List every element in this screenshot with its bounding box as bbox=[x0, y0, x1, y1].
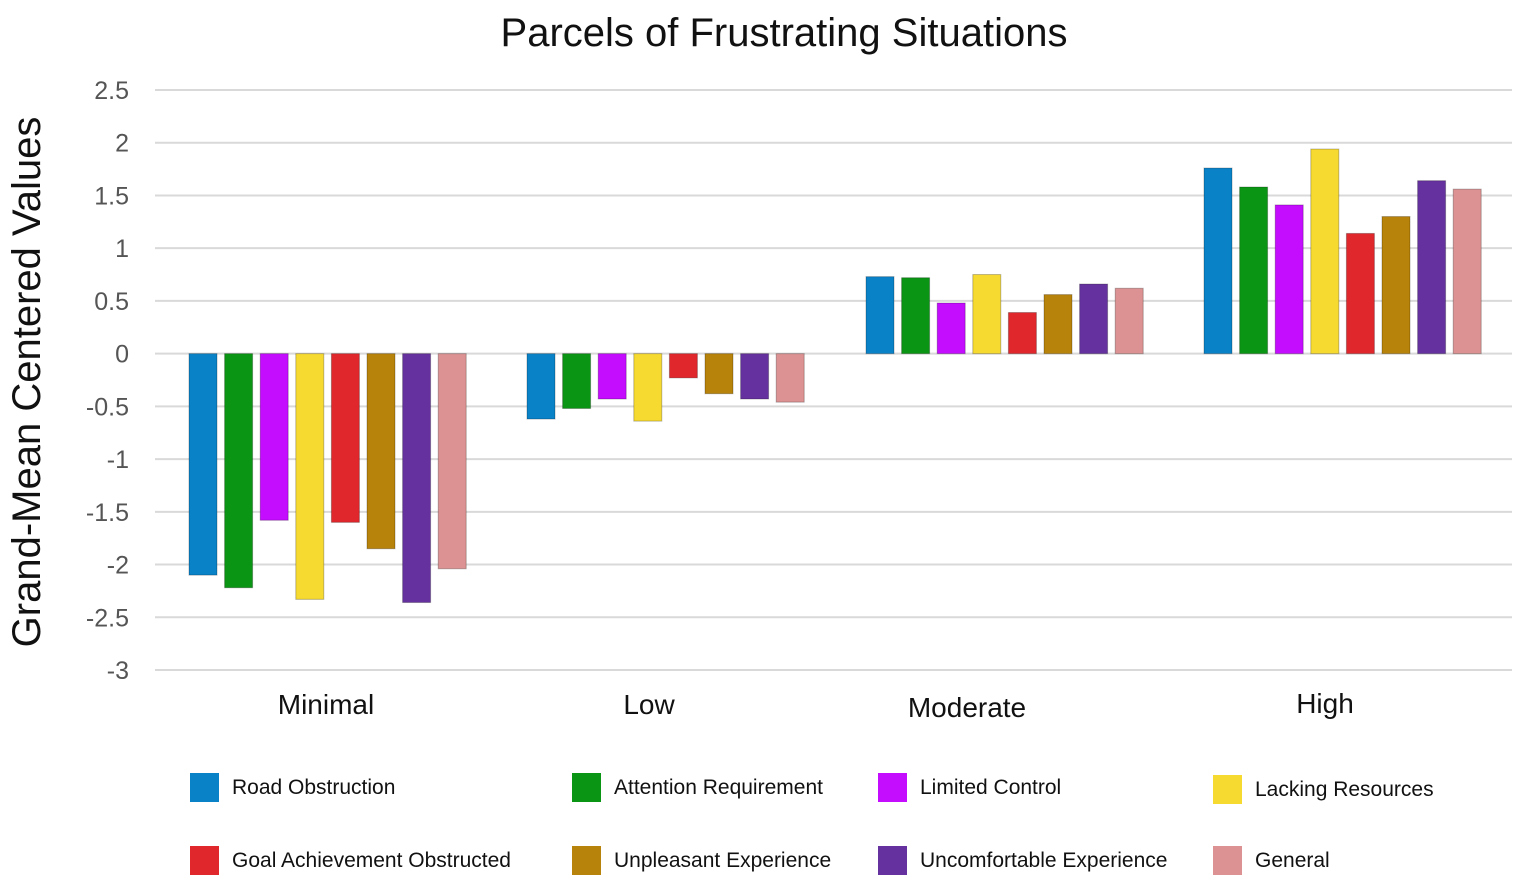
bar bbox=[1417, 180, 1447, 355]
bars bbox=[188, 148, 1482, 604]
y-tick-label: -0.5 bbox=[86, 393, 129, 421]
x-tick-label: Low bbox=[623, 689, 675, 720]
legend-label: Limited Control bbox=[920, 776, 1061, 799]
legend-label: General bbox=[1255, 849, 1330, 872]
bar bbox=[1239, 186, 1269, 355]
legend-swatch bbox=[1213, 775, 1242, 804]
legend-swatch bbox=[878, 773, 907, 802]
bar bbox=[865, 276, 895, 355]
bar bbox=[740, 353, 770, 400]
bar bbox=[1274, 204, 1304, 355]
y-tick-label: -1.5 bbox=[86, 499, 129, 527]
bar bbox=[597, 353, 627, 400]
legend-swatch bbox=[1213, 846, 1242, 875]
y-tick-label: -3 bbox=[107, 657, 129, 685]
y-tick-label: 2 bbox=[115, 130, 129, 158]
chart-title: Parcels of Frustrating Situations bbox=[501, 11, 1068, 55]
bar bbox=[330, 353, 360, 523]
bar bbox=[402, 353, 432, 604]
legend-label: Attention Requirement bbox=[614, 776, 823, 799]
bar bbox=[259, 353, 289, 521]
legend-label: Road Obstruction bbox=[232, 776, 395, 799]
bar bbox=[437, 353, 467, 570]
legend-label: Goal Achievement Obstructed bbox=[232, 849, 511, 872]
x-tick-label: High bbox=[1296, 688, 1354, 719]
legend-swatch bbox=[190, 846, 219, 875]
bar bbox=[775, 353, 805, 403]
y-tick-label: 1.5 bbox=[94, 182, 129, 210]
bar bbox=[1345, 232, 1375, 355]
bar bbox=[1079, 283, 1109, 355]
y-tick-label: -1 bbox=[107, 446, 129, 474]
bar bbox=[668, 353, 698, 379]
bar bbox=[704, 353, 734, 395]
x-axis-ticks: Minimal Low Moderate High bbox=[278, 688, 1354, 723]
legend-swatch bbox=[190, 773, 219, 802]
y-tick-label: 0 bbox=[115, 341, 129, 369]
legend-label: Lacking Resources bbox=[1255, 778, 1434, 801]
legend: Road Obstruction Attention Requirement Lim… bbox=[190, 773, 1434, 875]
y-axis-label: Grand-Mean Centered Values bbox=[5, 117, 49, 648]
bar bbox=[1007, 312, 1037, 355]
bar bbox=[901, 277, 931, 355]
bar bbox=[936, 302, 966, 355]
bar bbox=[188, 353, 218, 576]
bar bbox=[1043, 294, 1073, 355]
y-tick-label: 2.5 bbox=[94, 77, 129, 105]
bar bbox=[1381, 216, 1411, 355]
y-tick-label: 0.5 bbox=[94, 288, 129, 316]
x-tick-label: Moderate bbox=[908, 692, 1026, 723]
bar bbox=[526, 353, 556, 420]
bar bbox=[972, 274, 1002, 355]
bar bbox=[1310, 148, 1340, 355]
legend-label: Uncomfortable Experience bbox=[920, 849, 1167, 872]
legend-swatch bbox=[572, 846, 601, 875]
x-tick-label: Minimal bbox=[278, 689, 374, 720]
bar bbox=[1452, 188, 1482, 355]
y-tick-label: -2 bbox=[107, 552, 129, 580]
bar bbox=[562, 353, 592, 409]
bar bbox=[295, 353, 325, 600]
legend-label: Unpleasant Experience bbox=[614, 849, 831, 872]
bar bbox=[633, 353, 663, 422]
legend-swatch bbox=[572, 773, 601, 802]
bar bbox=[1114, 287, 1144, 355]
y-axis-ticks: 2.5 2 1.5 1 0.5 0 -0.5 -1 -1.5 -2 -2.5 -3 bbox=[86, 77, 129, 685]
bar bbox=[366, 353, 396, 550]
y-tick-label: 1 bbox=[115, 235, 129, 263]
y-tick-label: -2.5 bbox=[86, 604, 129, 632]
bar bbox=[1203, 167, 1233, 355]
bar bbox=[224, 353, 254, 589]
legend-swatch bbox=[878, 846, 907, 875]
